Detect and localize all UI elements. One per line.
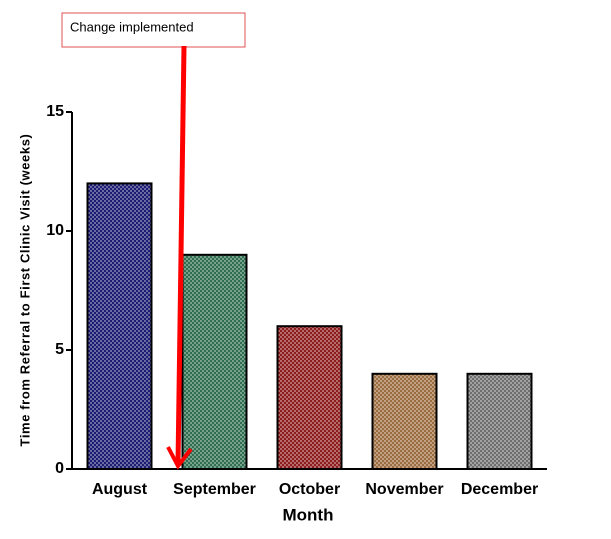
- x-tick-label: September: [173, 481, 256, 498]
- y-tick-label: 5: [55, 341, 64, 358]
- bar: [86, 182, 153, 470]
- y-tick-label: 0: [55, 460, 64, 477]
- y-axis-label: Time from Referral to First Clinic Visit…: [17, 134, 32, 447]
- x-tick-label: November: [365, 481, 443, 498]
- y-tick-label: 10: [46, 222, 64, 239]
- annotation-box: [61, 12, 246, 48]
- x-tick-label: October: [279, 481, 340, 498]
- annotation-arrow: [175, 45, 187, 465]
- annotation-text: Change implemented: [70, 19, 194, 34]
- x-axis-label: Month: [283, 505, 334, 524]
- bar: [276, 325, 343, 471]
- annotation-arrowhead: [166, 446, 193, 470]
- y-tick-label: 15: [46, 103, 64, 120]
- x-tick-label: August: [92, 481, 148, 498]
- bar: [371, 372, 438, 470]
- bar: [181, 253, 248, 470]
- x-tick-label: December: [461, 481, 538, 498]
- bar: [466, 372, 533, 470]
